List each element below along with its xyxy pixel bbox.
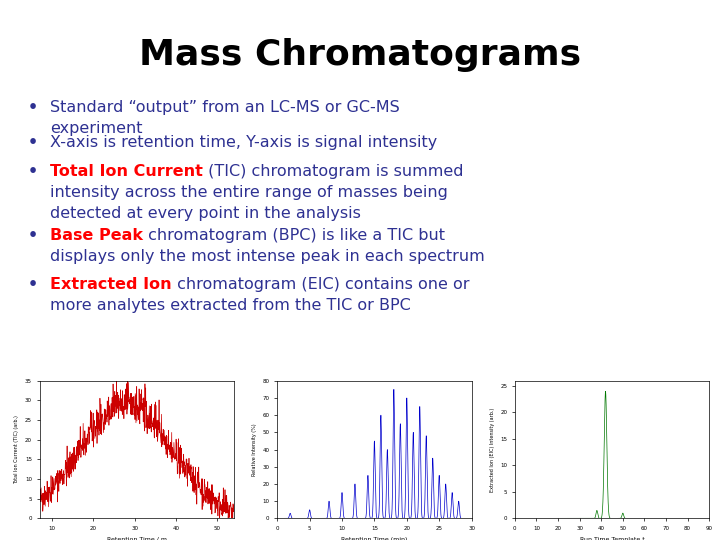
Text: •: • [28, 164, 38, 179]
Y-axis label: Total Ion Current (TIC) (arb.): Total Ion Current (TIC) (arb.) [14, 415, 19, 484]
Text: chromatogram (EIC) contains one or: chromatogram (EIC) contains one or [171, 277, 469, 292]
Text: •: • [28, 228, 38, 243]
Text: displays only the most intense peak in each spectrum: displays only the most intense peak in e… [50, 249, 485, 264]
X-axis label: Run Time Template t: Run Time Template t [580, 537, 644, 540]
Y-axis label: Relative Intensity (%): Relative Intensity (%) [252, 423, 257, 476]
Text: Mass Chromatograms: Mass Chromatograms [139, 38, 581, 72]
Text: •: • [28, 135, 38, 150]
Text: experiment: experiment [50, 121, 143, 136]
Text: X-axis is retention time, Y-axis is signal intensity: X-axis is retention time, Y-axis is sign… [50, 135, 437, 150]
Text: more analytes extracted from the TIC or BPC: more analytes extracted from the TIC or … [50, 298, 410, 313]
Text: intensity across the entire range of masses being: intensity across the entire range of mas… [50, 185, 448, 200]
Text: •: • [28, 277, 38, 292]
Text: •: • [28, 100, 38, 115]
Text: Extracted Ion: Extracted Ion [50, 277, 171, 292]
Text: Standard “output” from an LC-MS or GC-MS: Standard “output” from an LC-MS or GC-MS [50, 100, 400, 115]
Text: detected at every point in the analysis: detected at every point in the analysis [50, 206, 361, 221]
Text: chromatogram (BPC) is like a TIC but: chromatogram (BPC) is like a TIC but [143, 228, 445, 243]
X-axis label: Retention Time (min): Retention Time (min) [341, 537, 408, 540]
Text: (TIC) chromatogram is summed: (TIC) chromatogram is summed [203, 164, 464, 179]
Y-axis label: Extracted Ion (EIC) Intensity (arb.): Extracted Ion (EIC) Intensity (arb.) [490, 407, 495, 492]
X-axis label: Retention Time / m: Retention Time / m [107, 537, 167, 540]
Text: Base Peak: Base Peak [50, 228, 143, 243]
Text: Total Ion Current: Total Ion Current [50, 164, 203, 179]
